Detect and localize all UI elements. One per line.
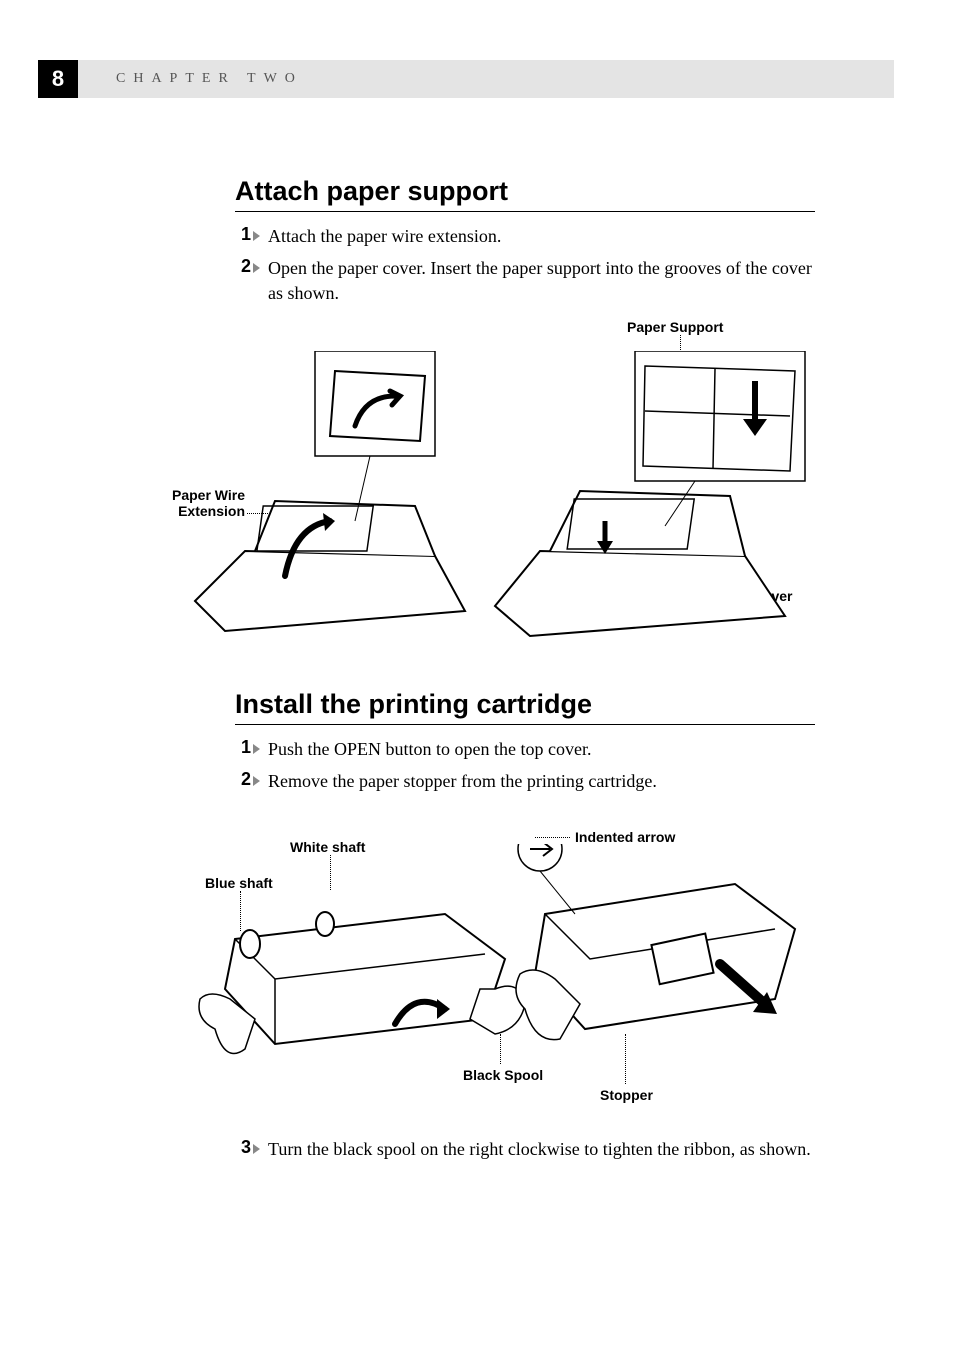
figure-printing-cartridge: White shaft Blue shaft Indented arrow Bl… — [205, 809, 820, 1109]
printer-sketch-left — [185, 351, 485, 651]
step-text: Attach the paper wire extension. — [268, 224, 501, 248]
callout-paper-support: Paper Support — [627, 319, 723, 335]
step-text: Turn the black spool on the right clockw… — [268, 1137, 811, 1161]
callout-indented-arrow: Indented arrow — [575, 829, 675, 845]
step-number: 3 — [235, 1137, 251, 1158]
section-title-install-cartridge: Install the printing cartridge — [235, 689, 815, 725]
printer-sketch-right — [485, 351, 815, 651]
step-arrow-icon — [253, 231, 260, 241]
leader-line — [535, 837, 570, 838]
page-number: 8 — [52, 66, 64, 92]
step-number: 1 — [235, 224, 251, 245]
step-text: Push the OPEN button to open the top cov… — [268, 737, 591, 761]
figure-paper-support: Paper Support Paper Wire Extension Paper… — [155, 321, 820, 661]
step-number: 2 — [235, 256, 251, 277]
step-arrow-icon — [253, 744, 260, 754]
step-arrow-icon — [253, 776, 260, 786]
step-row: 2 Open the paper cover. Insert the paper… — [235, 256, 815, 305]
cartridge-sketch-right — [505, 844, 815, 1074]
step-arrow-icon — [253, 263, 260, 273]
callout-white-shaft: White shaft — [290, 839, 365, 855]
step-number: 2 — [235, 769, 251, 790]
section-title-attach-paper-support: Attach paper support — [235, 176, 815, 212]
step-row: 3 Turn the black spool on the right cloc… — [235, 1137, 815, 1161]
step-number: 1 — [235, 737, 251, 758]
step-row: 2 Remove the paper stopper from the prin… — [235, 769, 815, 793]
step-text: Remove the paper stopper from the printi… — [268, 769, 657, 793]
step-text: Open the paper cover. Insert the paper s… — [268, 256, 815, 305]
step-row: 1 Push the OPEN button to open the top c… — [235, 737, 815, 761]
content-column: Attach paper support 1 Attach the paper … — [235, 176, 815, 1170]
step-arrow-icon — [253, 1144, 260, 1154]
callout-stopper: Stopper — [600, 1087, 653, 1103]
cartridge-sketch-left — [185, 869, 535, 1089]
step-row: 1 Attach the paper wire extension. — [235, 224, 815, 248]
chapter-label: CHAPTER TWO — [116, 71, 303, 87]
page-number-box: 8 — [38, 60, 78, 98]
page-header: 8 CHAPTER TWO — [38, 60, 894, 98]
